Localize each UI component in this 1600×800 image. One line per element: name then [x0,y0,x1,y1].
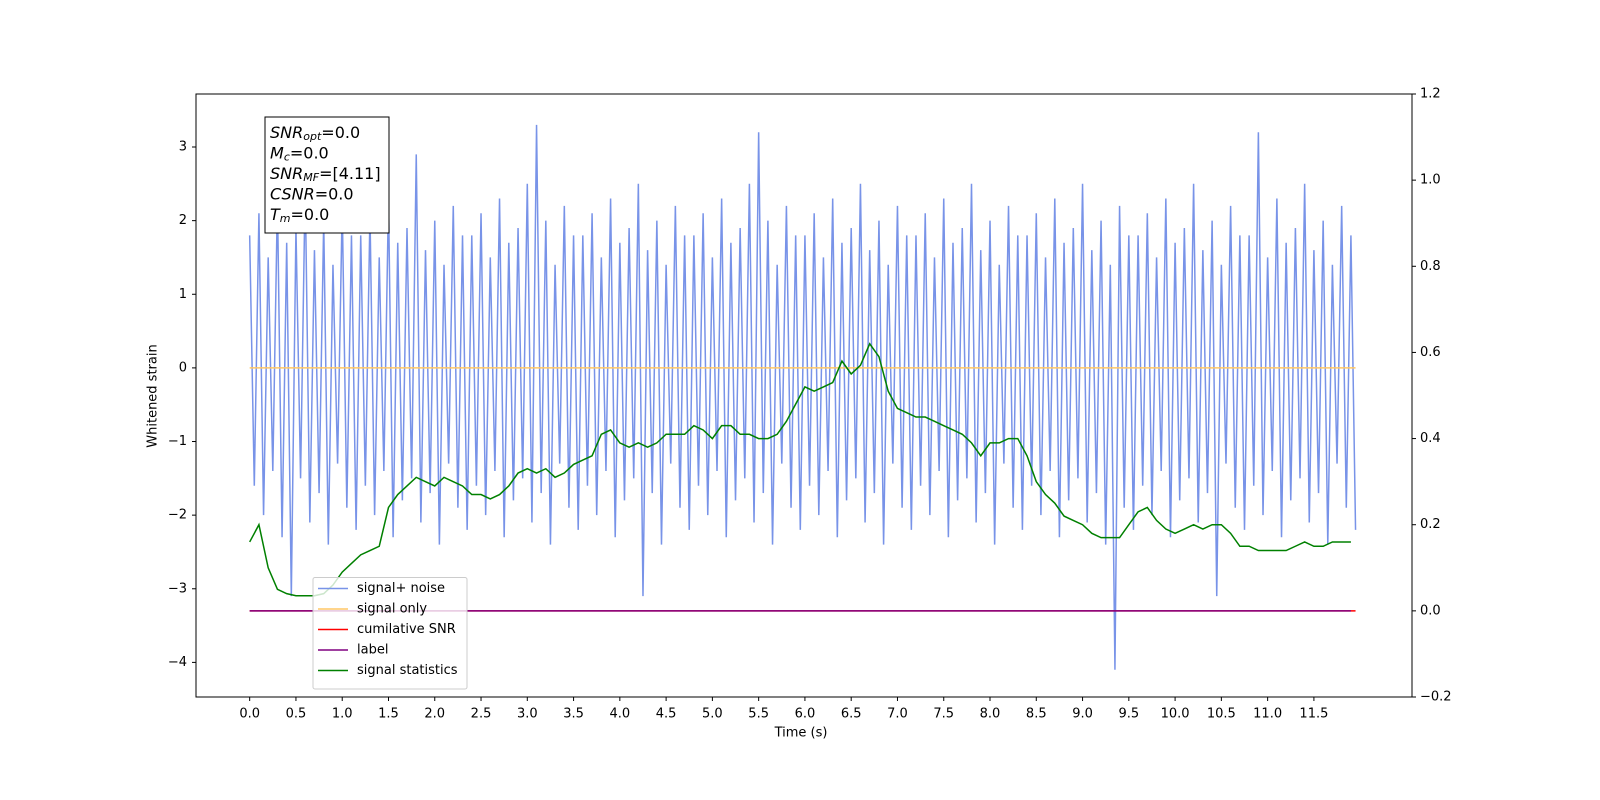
y2-tick-label: −0.2 [1420,690,1452,705]
annotation-symbol: CSNR [270,184,315,203]
x-tick-label: 5.5 [748,707,769,722]
annotation: Tm=0.0 [270,205,329,226]
annotation-value: =0.0 [290,143,329,162]
x-tick-label: 8.0 [980,707,1001,722]
x-tick-label: 9.5 [1118,707,1139,722]
annotation-subscript: opt [303,130,322,143]
x-tick-label: 10.0 [1161,707,1190,722]
x-tick-label: 11.0 [1253,707,1282,722]
annotation-subscript: m [280,212,291,225]
x-tick-label: 6.5 [841,707,862,722]
legend-label: label [357,643,388,658]
x-axis-label: Time (s) [774,726,828,741]
x-tick-label: 4.0 [609,707,630,722]
y-tick-label: −4 [168,655,187,670]
y-tick-label: 2 [179,213,187,228]
y2-tick-label: 0.0 [1420,603,1441,618]
legend-label: cumilative SNR [357,622,456,637]
y-tick-label: 0 [179,360,187,375]
x-tick-label: 1.0 [332,707,353,722]
series-line [249,342,1351,597]
annotation-value: =0.0 [291,205,330,224]
x-tick-label: 9.0 [1072,707,1093,722]
x-tick-label: 11.5 [1299,707,1328,722]
annotation: SNRMF=[4.11] [270,164,381,185]
legend-label: signal only [357,602,427,617]
annotation: Mc=0.0 [270,143,329,164]
legend-label: signal+ noise [357,581,445,596]
annotation: CSNR=0.0 [270,184,354,203]
x-tick-label: 2.5 [471,707,492,722]
y2-tick-label: 0.4 [1420,431,1441,446]
x-tick-label: 7.0 [887,707,908,722]
x-tick-label: 6.0 [795,707,816,722]
x-tick-label: 10.5 [1207,707,1236,722]
legend-box [312,577,468,690]
annotation-subscript: c [284,151,290,164]
annotation-value: =[4.11] [319,164,381,183]
annotation: SNRopt=0.0 [270,123,360,144]
x-tick-label: 3.0 [517,707,538,722]
legend-label: signal statistics [357,663,458,678]
y-tick-label: −2 [168,508,187,523]
series-line [248,124,1357,670]
y-axis-label: Whitened strain [146,344,161,447]
annotation-subscript: MF [303,171,319,184]
y-tick-label: 1 [179,287,187,302]
plot-frame [195,93,1413,698]
x-tick-label: 1.5 [378,707,399,722]
annotation-symbol: M [270,143,284,162]
x-tick-label: 2.0 [424,707,445,722]
x-tick-label: 3.5 [563,707,584,722]
annotation-symbol: T [270,205,281,224]
x-tick-label: 0.0 [239,707,260,722]
x-tick-label: 4.5 [656,707,677,722]
annotation-symbol: SNR [270,164,303,183]
y2-tick-label: 0.8 [1420,259,1441,274]
annotation-symbol: SNR [270,123,303,142]
y-tick-label: −1 [168,434,187,449]
y2-tick-label: 0.6 [1420,345,1441,360]
annotation-value: =0.0 [321,123,360,142]
x-tick-label: 0.5 [286,707,307,722]
y2-tick-label: 1.2 [1420,87,1441,102]
y2-tick-label: 0.2 [1420,517,1441,532]
y-tick-label: −3 [168,581,187,596]
x-tick-label: 7.5 [933,707,954,722]
y-tick-label: 3 [179,140,187,155]
annotation-value: =0.0 [315,184,354,203]
x-tick-label: 8.5 [1026,707,1047,722]
x-tick-label: 5.0 [702,707,723,722]
y2-tick-label: 1.0 [1420,173,1441,188]
annotation-box [264,116,390,234]
